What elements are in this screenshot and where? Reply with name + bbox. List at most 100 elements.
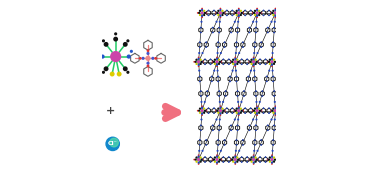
Circle shape [200, 118, 203, 121]
Circle shape [255, 95, 257, 97]
Circle shape [200, 61, 203, 63]
Circle shape [224, 46, 225, 48]
Circle shape [271, 150, 274, 152]
Circle shape [276, 10, 279, 12]
Circle shape [249, 158, 252, 161]
Circle shape [260, 144, 262, 146]
Circle shape [239, 159, 240, 161]
Circle shape [254, 46, 256, 48]
Circle shape [253, 161, 255, 164]
Circle shape [200, 59, 202, 61]
Circle shape [235, 12, 237, 14]
Circle shape [269, 63, 271, 65]
Circle shape [102, 71, 105, 74]
Circle shape [126, 39, 129, 42]
Circle shape [254, 156, 257, 159]
Circle shape [198, 52, 200, 54]
Circle shape [273, 32, 275, 33]
Circle shape [240, 101, 242, 103]
Circle shape [202, 159, 204, 161]
Circle shape [212, 61, 215, 63]
Circle shape [260, 110, 262, 112]
Circle shape [257, 52, 259, 54]
Circle shape [254, 76, 256, 77]
Circle shape [231, 61, 233, 63]
Circle shape [238, 15, 240, 17]
Circle shape [271, 12, 274, 14]
Circle shape [104, 66, 108, 71]
Circle shape [242, 46, 244, 48]
Circle shape [200, 95, 202, 97]
Circle shape [212, 124, 214, 126]
Circle shape [216, 65, 218, 67]
Circle shape [271, 70, 274, 72]
Circle shape [206, 12, 208, 14]
Circle shape [195, 63, 198, 65]
Circle shape [252, 158, 255, 161]
Circle shape [199, 10, 201, 12]
Circle shape [268, 107, 270, 109]
Circle shape [211, 80, 212, 82]
Circle shape [214, 59, 216, 61]
Circle shape [219, 118, 221, 121]
Circle shape [268, 61, 270, 63]
Circle shape [246, 58, 248, 60]
Circle shape [220, 52, 222, 54]
Circle shape [270, 12, 272, 14]
Circle shape [231, 159, 233, 161]
Circle shape [240, 108, 242, 110]
Circle shape [198, 56, 200, 58]
Circle shape [276, 14, 279, 16]
Circle shape [235, 139, 237, 141]
Circle shape [219, 101, 221, 103]
Circle shape [240, 14, 242, 16]
Circle shape [230, 129, 232, 131]
Circle shape [234, 21, 236, 23]
Circle shape [272, 108, 274, 110]
Circle shape [235, 150, 237, 152]
Circle shape [244, 10, 246, 11]
Circle shape [201, 159, 203, 161]
Circle shape [218, 32, 220, 33]
Circle shape [98, 50, 102, 53]
Circle shape [267, 124, 269, 126]
Circle shape [272, 76, 274, 77]
Circle shape [201, 16, 203, 18]
Circle shape [216, 161, 218, 164]
Circle shape [237, 158, 239, 161]
Circle shape [117, 72, 122, 77]
Circle shape [259, 63, 261, 65]
Circle shape [213, 61, 215, 63]
Circle shape [218, 124, 220, 126]
Circle shape [242, 41, 244, 43]
Circle shape [216, 12, 218, 14]
Circle shape [110, 51, 121, 62]
Circle shape [253, 52, 255, 54]
Circle shape [219, 11, 222, 15]
Circle shape [276, 61, 277, 63]
Circle shape [217, 46, 219, 48]
Circle shape [253, 65, 254, 67]
Circle shape [230, 124, 232, 126]
Circle shape [235, 52, 237, 54]
Circle shape [208, 10, 209, 11]
Circle shape [200, 27, 202, 29]
Circle shape [229, 76, 231, 77]
Circle shape [226, 14, 228, 16]
Circle shape [217, 10, 220, 12]
Circle shape [234, 65, 236, 67]
Circle shape [274, 114, 276, 116]
Circle shape [235, 144, 237, 146]
Circle shape [250, 107, 251, 109]
Circle shape [259, 101, 261, 103]
Circle shape [204, 101, 206, 103]
Circle shape [199, 112, 201, 114]
Circle shape [234, 155, 236, 158]
Circle shape [200, 124, 202, 126]
Circle shape [195, 156, 198, 159]
Circle shape [254, 14, 256, 16]
Circle shape [198, 150, 200, 152]
Circle shape [212, 129, 214, 131]
Circle shape [232, 156, 234, 159]
Circle shape [256, 61, 258, 63]
